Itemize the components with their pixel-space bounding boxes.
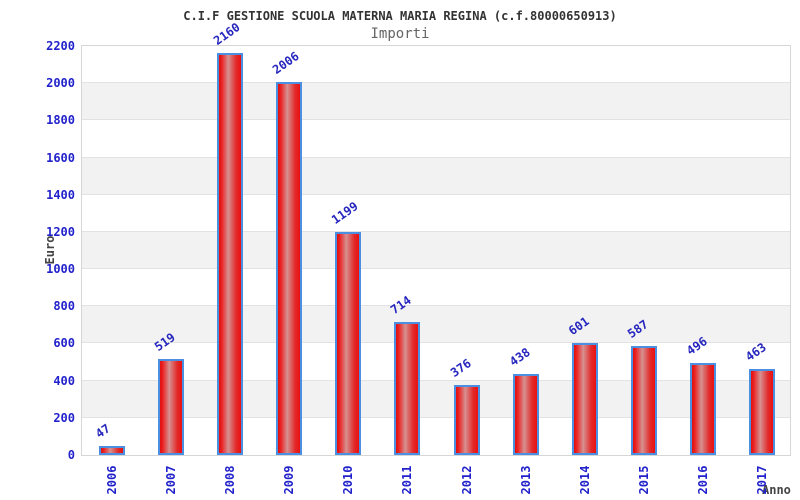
- x-tick-label: 2017: [755, 465, 770, 495]
- grid-line: [82, 416, 790, 418]
- bar: [335, 232, 362, 455]
- grid-line: [82, 82, 790, 84]
- grid-band: [82, 83, 790, 121]
- y-tick-label: 600: [53, 336, 75, 351]
- x-tick-label: 2006: [104, 465, 119, 495]
- y-tick-label: 2200: [46, 39, 75, 53]
- bar: [98, 446, 125, 455]
- x-tick-label: 2008: [222, 465, 237, 495]
- grid-line: [82, 268, 790, 270]
- grid-line: [82, 230, 790, 232]
- bar-value-label: 2160: [210, 20, 243, 49]
- y-tick-label: 1200: [46, 224, 75, 239]
- x-tick-label: 2012: [459, 465, 474, 495]
- y-tick-label: 1000: [46, 262, 75, 277]
- x-axis-label: Anno: [762, 483, 791, 497]
- grid-band: [82, 306, 790, 344]
- bar: [512, 373, 539, 455]
- grid-line: [82, 119, 790, 121]
- y-tick-label: 1800: [46, 113, 75, 128]
- y-tick-label: 1400: [46, 187, 75, 202]
- bar-value-label: 2006: [270, 49, 302, 78]
- grid-band: [82, 380, 790, 418]
- grid-line: [82, 156, 790, 158]
- bar: [157, 358, 184, 455]
- grid-line: [82, 305, 790, 307]
- bar: [571, 343, 598, 455]
- y-tick-label: 400: [53, 373, 75, 388]
- y-tick-label: 200: [53, 410, 75, 425]
- grid-band: [82, 231, 790, 270]
- x-tick-label: 2014: [577, 465, 592, 495]
- x-tick-label: 2010: [341, 465, 356, 495]
- chart-subtitle: Importi: [370, 26, 430, 42]
- grid-line: [82, 342, 790, 344]
- x-tick-label: 2015: [637, 465, 652, 495]
- bar: [216, 53, 243, 455]
- bar: [394, 322, 421, 455]
- bar: [631, 345, 658, 455]
- bar-value-label: 47: [92, 421, 113, 442]
- x-tick-label: 2007: [163, 465, 178, 495]
- grid-line: [82, 379, 790, 381]
- bar: [690, 362, 717, 455]
- bar-value-label: 376: [447, 356, 474, 381]
- y-tick-label: 800: [53, 299, 75, 314]
- plot-area: 47 519 2160 2006 1199 714 376 438 601 587 496 463: [81, 20, 791, 456]
- x-tick-label: 2009: [282, 465, 297, 495]
- bar-value-label: 438: [506, 344, 533, 369]
- y-tick-label: 0: [67, 448, 75, 462]
- bar: [276, 82, 303, 455]
- x-tick-label: 2013: [518, 465, 533, 495]
- bar-value-label: 1199: [329, 199, 361, 228]
- bar: [453, 385, 480, 455]
- grid-line: [82, 193, 790, 195]
- grid-band: [82, 157, 790, 195]
- y-tick-label: 1600: [46, 150, 75, 165]
- chart-title: C.I.F GESTIONE SCUOLA MATERNA MARIA REGI…: [183, 9, 617, 23]
- bar-value-label: 463: [743, 340, 770, 364]
- y-tick-label: 2000: [46, 76, 75, 91]
- x-tick-label: 2016: [696, 465, 711, 495]
- x-tick-label: 2011: [400, 465, 415, 495]
- bar: [749, 368, 776, 455]
